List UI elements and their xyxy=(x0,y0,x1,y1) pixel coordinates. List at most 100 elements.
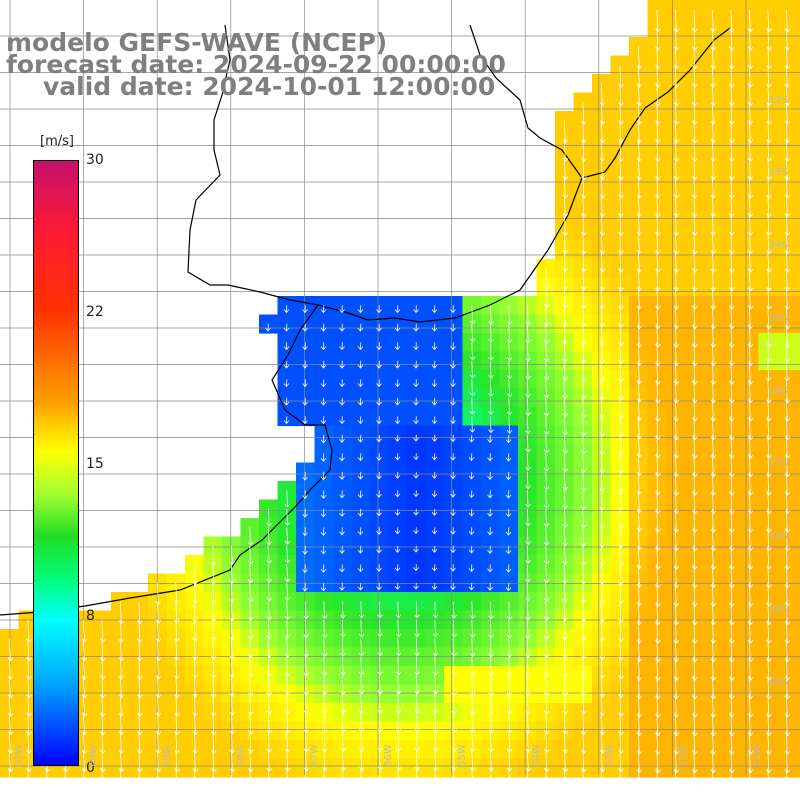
wind-arrow xyxy=(618,101,624,125)
wind-arrow xyxy=(580,286,587,309)
wind-arrow xyxy=(413,342,419,351)
wind-arrow xyxy=(710,323,717,348)
wind-arrow xyxy=(562,564,569,584)
wind-arrow xyxy=(655,286,661,310)
wind-arrow xyxy=(377,675,384,695)
wind-arrow xyxy=(394,453,401,461)
wind-arrow xyxy=(599,157,606,181)
wind-arrow xyxy=(192,582,199,604)
wind-arrow xyxy=(414,730,421,752)
wind-arrow xyxy=(710,693,717,718)
wind-arrow xyxy=(414,767,421,790)
wind-arrow xyxy=(414,712,421,733)
wind-arrow xyxy=(562,490,569,510)
wind-arrow xyxy=(599,434,606,456)
wind-arrow xyxy=(320,582,327,592)
wind-arrow xyxy=(469,397,476,415)
wind-arrow xyxy=(655,157,661,181)
wind-arrow xyxy=(376,471,382,480)
wind-arrow xyxy=(414,693,421,714)
wind-arrow xyxy=(155,638,162,662)
wind-speed-cell xyxy=(795,203,800,223)
wind-arrow xyxy=(413,379,419,388)
wind-arrow xyxy=(692,194,698,218)
wind-arrow xyxy=(618,767,624,791)
wind-arrow xyxy=(506,675,513,697)
wind-arrow xyxy=(100,656,106,680)
wind-arrow xyxy=(137,712,143,736)
wind-arrow xyxy=(376,397,382,406)
wind-arrow xyxy=(488,767,495,791)
wind-arrow xyxy=(562,527,569,547)
wind-arrow xyxy=(451,638,457,657)
colorbar-unit-label: [m/s] xyxy=(40,134,74,149)
wind-arrow xyxy=(692,249,698,273)
wind-arrow xyxy=(766,46,772,70)
wind-speed-cell xyxy=(795,351,800,371)
wind-arrow xyxy=(692,601,698,626)
wind-arrow xyxy=(729,416,735,441)
wind-arrow xyxy=(543,397,550,417)
wind-arrow xyxy=(303,675,310,696)
wind-arrow xyxy=(636,656,643,681)
wind-arrow xyxy=(488,656,495,677)
wind-arrow xyxy=(562,416,569,436)
wind-arrow xyxy=(599,286,606,310)
wind-speed-cell xyxy=(795,259,800,279)
wind-arrow xyxy=(747,471,754,496)
wind-arrow xyxy=(450,416,456,425)
wind-arrow xyxy=(710,582,717,607)
wind-arrow xyxy=(450,342,456,351)
wind-arrow xyxy=(450,564,456,572)
wind-speed-field xyxy=(0,0,800,778)
wind-arrow xyxy=(636,175,643,199)
wind-arrow xyxy=(266,582,272,602)
wind-arrow xyxy=(340,749,347,771)
wind-arrow xyxy=(357,305,364,314)
wind-arrow xyxy=(784,138,791,162)
colorbar-tick: 0 xyxy=(86,760,95,776)
wind-arrow xyxy=(729,749,735,774)
wind-arrow xyxy=(784,175,791,199)
wind-arrow xyxy=(247,656,254,678)
wind-arrow xyxy=(155,582,162,606)
wind-arrow xyxy=(710,360,717,385)
wind-arrow xyxy=(376,379,382,388)
wind-arrow xyxy=(655,83,661,107)
wind-arrow xyxy=(26,693,32,717)
wind-arrow xyxy=(339,490,345,499)
wind-arrow xyxy=(580,379,587,400)
wind-arrow xyxy=(710,379,717,404)
wind-arrow xyxy=(673,101,680,125)
wind-arrow xyxy=(562,434,569,454)
wind-arrow xyxy=(673,471,680,496)
wind-arrow xyxy=(655,268,661,292)
wind-speed-cell xyxy=(795,222,800,242)
wind-arrow xyxy=(766,675,772,700)
wind-arrow xyxy=(599,693,606,717)
wind-arrow xyxy=(692,9,698,33)
wind-speed-cell xyxy=(795,148,800,168)
wind-speed-cell xyxy=(795,573,800,593)
wind-arrow xyxy=(81,619,88,643)
wind-arrow xyxy=(617,342,624,365)
wind-arrow xyxy=(747,212,754,236)
wind-arrow xyxy=(488,749,495,772)
wind-arrow xyxy=(395,601,402,619)
wind-arrow xyxy=(673,749,680,774)
wind-arrow xyxy=(747,194,754,218)
wind-arrow xyxy=(431,416,438,425)
wind-arrow xyxy=(229,638,236,660)
wind-arrow xyxy=(617,675,624,699)
wind-arrow xyxy=(432,638,439,657)
wind-arrow xyxy=(599,194,606,218)
wind-arrow xyxy=(525,564,531,583)
wind-arrow xyxy=(525,434,531,453)
wind-arrow xyxy=(210,601,217,623)
wind-arrow xyxy=(340,730,347,752)
wind-arrow xyxy=(451,601,457,619)
wind-arrow xyxy=(580,268,587,291)
wind-arrow xyxy=(562,471,569,491)
wind-arrow xyxy=(506,601,513,620)
wind-arrow xyxy=(192,619,199,642)
